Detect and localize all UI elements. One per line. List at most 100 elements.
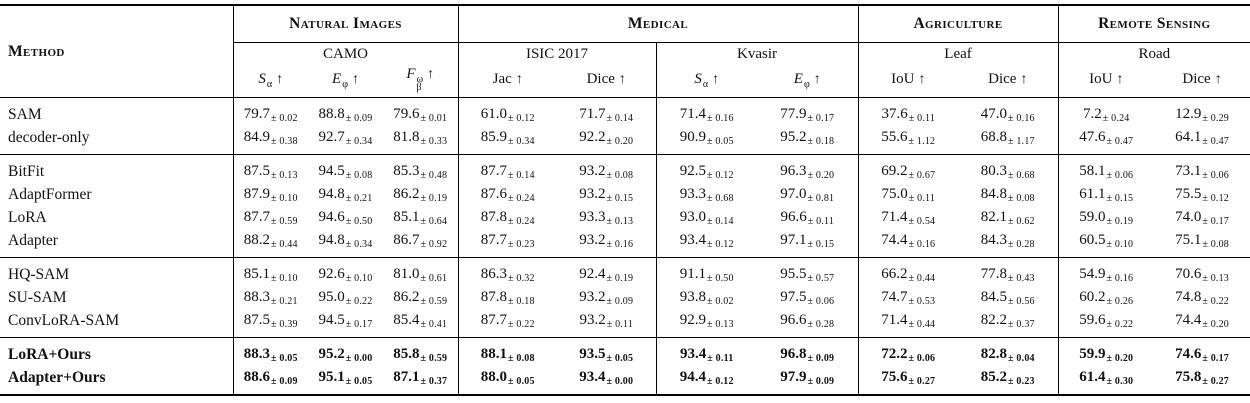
stddev-value: ± 0.44 xyxy=(271,239,298,250)
stddev-value: ± 0.59 xyxy=(420,353,448,364)
metric-value: 61.0 xyxy=(480,106,508,122)
stddev-value: ± 0.33 xyxy=(420,136,448,147)
metric-value: 77.8 xyxy=(980,266,1008,282)
stddev-value: ± 0.54 xyxy=(908,216,936,227)
value-cell: 74.6± 0.17 xyxy=(1154,338,1250,367)
stddev-value: ± 0.02 xyxy=(271,113,298,124)
value-cell: 70.6± 0.13 xyxy=(1154,258,1250,287)
metric-value: 93.2 xyxy=(579,186,606,202)
metric-value: 87.7 xyxy=(480,312,508,328)
stddev-value: ± 0.16 xyxy=(1106,273,1134,284)
group-header-0: Natural Images xyxy=(232,5,458,43)
metric-value: 93.2 xyxy=(579,163,606,179)
stddev-value: ± 0.13 xyxy=(1202,273,1230,284)
metric-value: 55.6 xyxy=(881,129,908,145)
value-cell: 88.6± 0.09 xyxy=(232,366,308,395)
metric-value: 92.2 xyxy=(579,129,606,145)
value-cell: 74.7± 0.53 xyxy=(857,286,959,309)
metric-subscript: β xyxy=(416,82,422,93)
stddev-value: ± 1.17 xyxy=(1008,136,1035,147)
stddev-value: ± 0.28 xyxy=(807,319,835,330)
metric-value: 91.1 xyxy=(679,266,707,282)
table-row: SAM 79.7± 0.02 88.8± 0.09 79.6± 0.01 61.0± 0… xyxy=(0,97,1250,127)
stddev-value: ± 0.43 xyxy=(1008,273,1035,284)
value-cell: 86.2± 0.19 xyxy=(383,183,458,206)
stddev-value: ± 0.30 xyxy=(1106,376,1134,387)
metric-subscript: α xyxy=(266,78,273,90)
stddev-value: ± 0.05 xyxy=(606,353,634,364)
stddev-value: ± 0.44 xyxy=(908,273,936,284)
metric-value: 58.1 xyxy=(1079,163,1106,179)
method-name: LoRA+Ours xyxy=(8,345,91,363)
metric-value: 81.0 xyxy=(393,266,420,282)
value-cell: 87.7± 0.14 xyxy=(457,154,557,183)
value-cell: 92.5± 0.12 xyxy=(655,154,757,183)
metric-value: 73.1 xyxy=(1175,163,1202,179)
metric-value: 86.2 xyxy=(393,186,420,202)
stddev-value: ± 0.17 xyxy=(345,319,373,330)
stddev-value: ± 0.08 xyxy=(345,170,373,181)
metric-value: 84.8 xyxy=(980,186,1008,202)
stddev-value: ± 0.12 xyxy=(707,376,734,387)
stddev-value: ± 0.68 xyxy=(1008,170,1035,181)
stddev-value: ± 0.68 xyxy=(707,193,734,204)
value-cell: 94.5± 0.17 xyxy=(308,309,383,338)
value-cell: 64.1± 0.47 xyxy=(1154,126,1250,155)
value-cell: 75.8± 0.27 xyxy=(1154,366,1250,395)
method-name: Adapter+Ours xyxy=(8,368,106,386)
metric-symbol: S xyxy=(694,70,702,87)
method-column-header: Method xyxy=(8,42,65,60)
stddev-value: ± 0.00 xyxy=(606,376,634,387)
metric-value: 85.1 xyxy=(393,209,420,225)
value-cell: 87.8± 0.24 xyxy=(457,206,557,229)
value-cell: 69.2± 0.67 xyxy=(857,154,959,183)
metric-value: 70.6 xyxy=(1175,266,1202,282)
stddev-value: ± 0.08 xyxy=(606,170,634,181)
dataset-header-1-0: ISIC 2017 xyxy=(457,42,656,63)
value-cell: 71.7± 0.14 xyxy=(557,98,656,127)
value-cell: 91.1± 0.50 xyxy=(655,257,757,286)
value-cell: 58.1± 0.06 xyxy=(1057,154,1155,183)
stddev-value: ± 0.19 xyxy=(1106,216,1134,227)
stddev-value: ± 0.28 xyxy=(1008,239,1035,250)
value-cell: 93.2± 0.08 xyxy=(557,155,656,184)
value-cell: 85.2± 0.23 xyxy=(958,366,1058,395)
metric-value: 88.8 xyxy=(318,106,345,122)
value-cell: 88.3± 0.05 xyxy=(232,337,308,366)
stddev-value: ± 0.13 xyxy=(606,216,634,227)
value-cell: 71.4± 0.16 xyxy=(655,97,757,126)
stddev-value: ± 0.59 xyxy=(420,296,448,307)
stddev-value: ± 0.29 xyxy=(1202,113,1230,124)
table-row: BitFit 87.5± 0.13 94.5± 0.08 85.3± 0.48 87.7… xyxy=(0,154,1250,184)
metric-value: 94.5 xyxy=(318,312,345,328)
stddev-value: ± 0.08 xyxy=(1202,239,1230,250)
metric-value: 84.9 xyxy=(243,129,271,145)
value-cell: 81.8± 0.33 xyxy=(383,126,458,155)
dataset-header-0-0: CAMO xyxy=(232,42,458,63)
metric-value: 85.3 xyxy=(393,163,420,179)
metric-value: 87.6 xyxy=(480,186,508,202)
value-cell: 61.1± 0.15 xyxy=(1057,183,1155,206)
metric-value: 75.6 xyxy=(881,369,908,385)
metric-value: 74.4 xyxy=(1175,312,1202,328)
metric-value: 95.5 xyxy=(780,266,807,282)
up-arrow-icon: ↑ xyxy=(1214,71,1222,87)
metric-value: 92.9 xyxy=(679,312,707,328)
stddev-value: ± 0.14 xyxy=(707,216,734,227)
metric-symbol: Dice xyxy=(988,70,1017,87)
stddev-value: ± 0.09 xyxy=(345,113,373,124)
up-arrow-icon: ↑ xyxy=(351,71,359,87)
metric-value: 47.6 xyxy=(1079,129,1106,145)
value-cell: 93.2± 0.16 xyxy=(557,229,656,258)
metric-header: Dice ↑ xyxy=(1154,63,1250,98)
metric-value: 87.9 xyxy=(243,186,271,202)
metric-value: 88.3 xyxy=(243,346,271,362)
metric-value: 97.1 xyxy=(780,232,807,248)
method-name: AdaptFormer xyxy=(8,185,92,203)
value-cell: 87.9± 0.10 xyxy=(232,183,308,206)
value-cell: 73.1± 0.06 xyxy=(1154,155,1250,184)
value-cell: 47.6± 0.47 xyxy=(1057,126,1155,155)
metric-value: 93.2 xyxy=(579,289,606,305)
dataset-header-1-1: Kvasir xyxy=(655,42,859,63)
